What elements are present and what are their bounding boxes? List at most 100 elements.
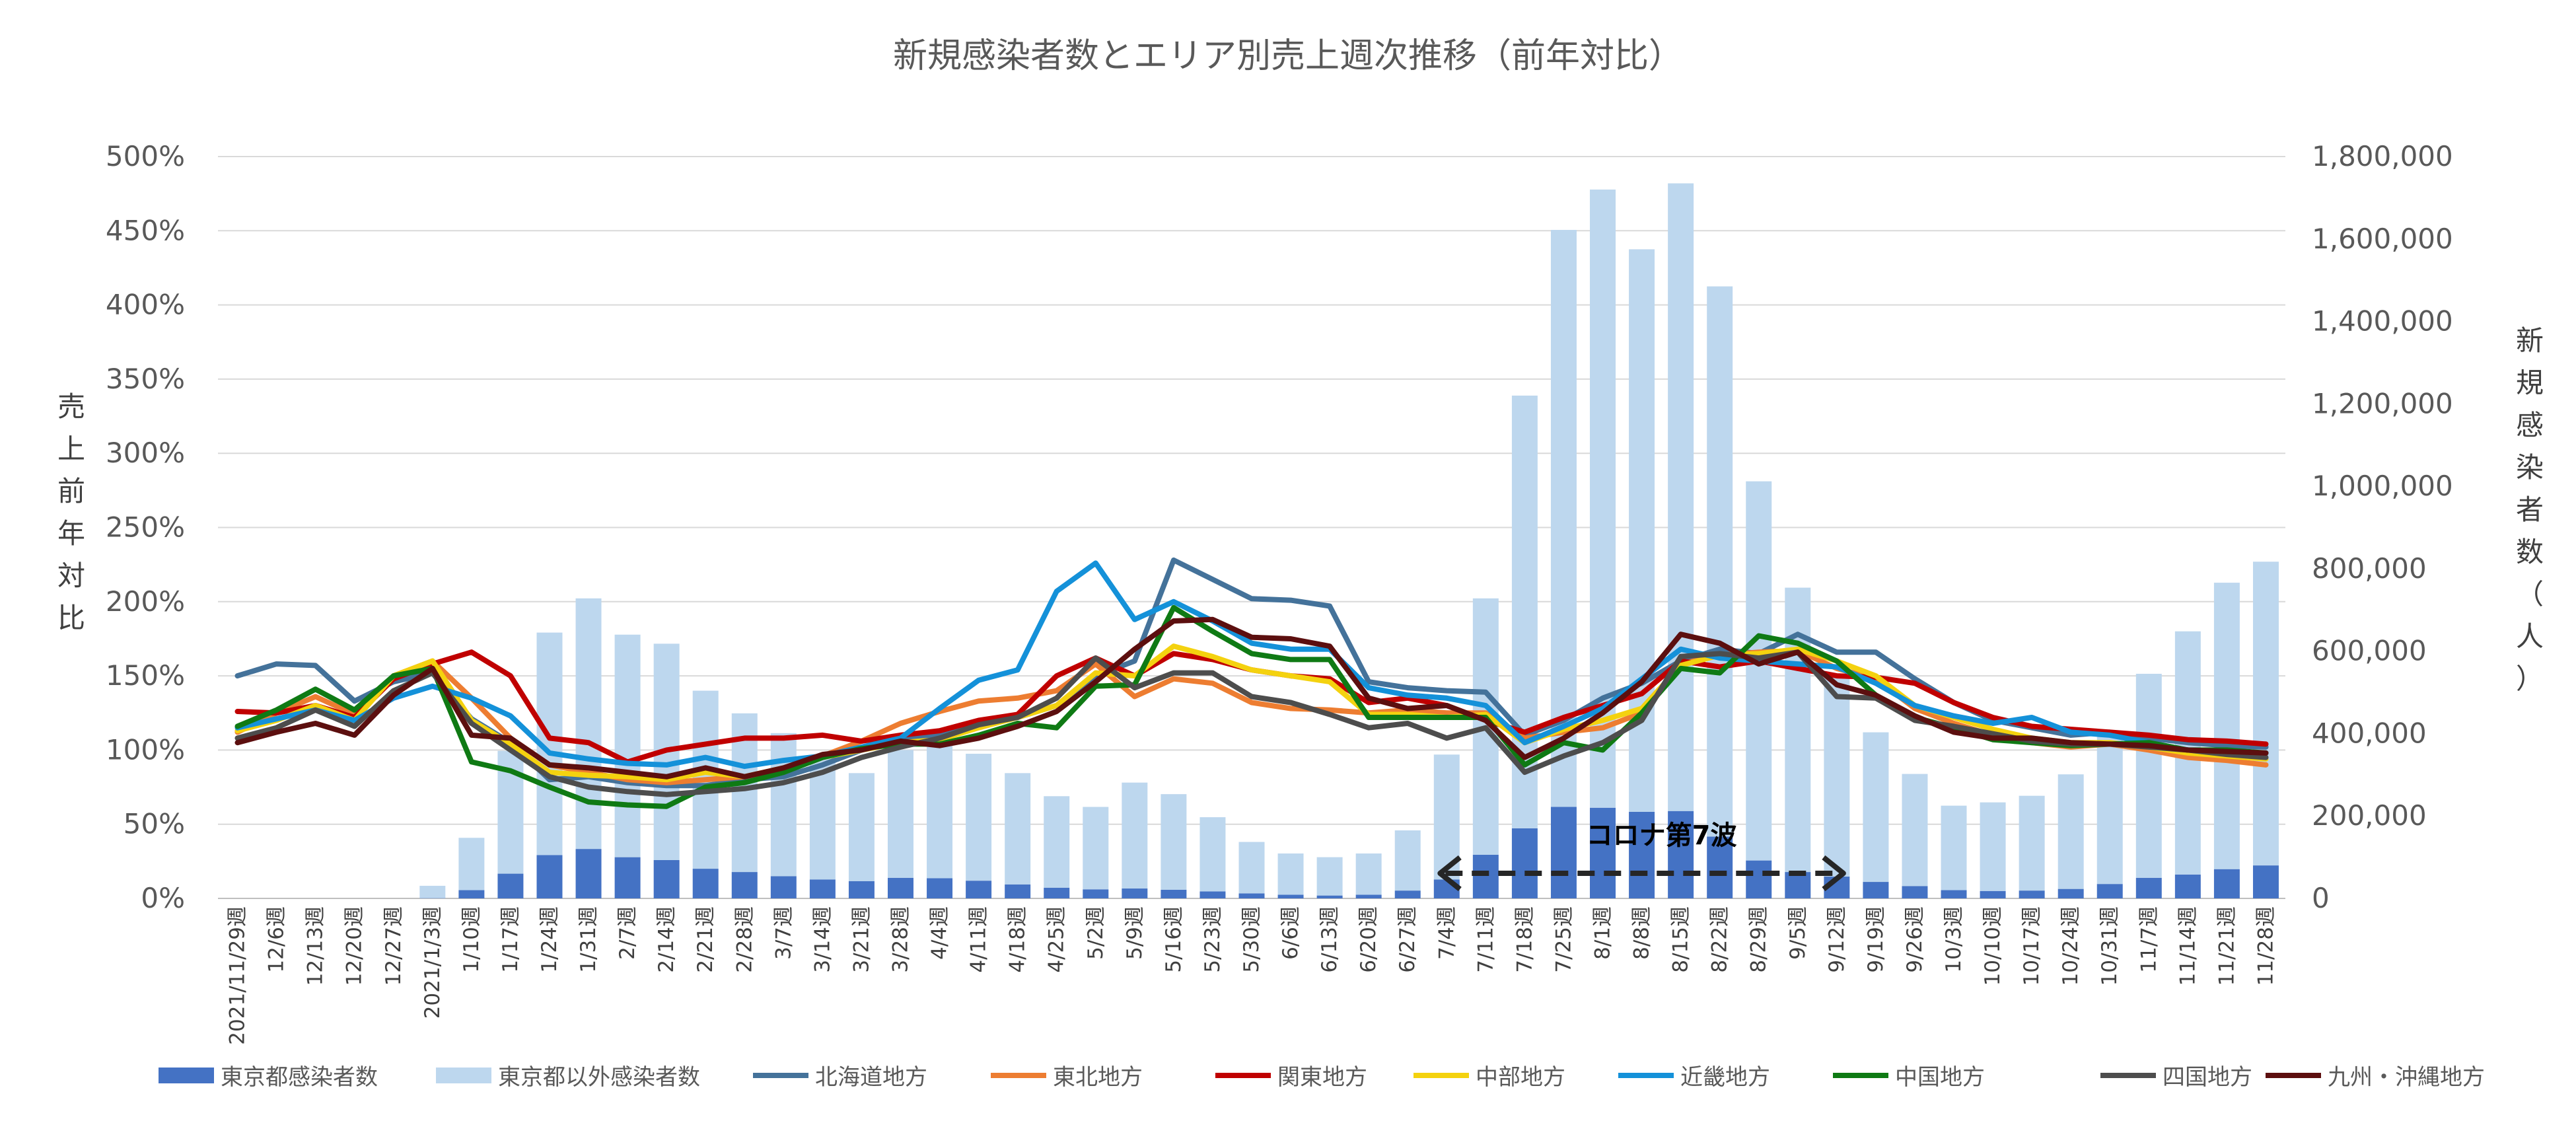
bar-tokyo xyxy=(1902,886,1928,898)
y-right-tick-label: 600,000 xyxy=(2312,635,2427,667)
x-tick-label: 8/1週 xyxy=(1591,906,1615,960)
x-tick-label: 10/10週 xyxy=(1981,906,2005,986)
chart-title: 新規感染者数とエリア別売上週次推移（前年対比） xyxy=(893,36,1683,76)
x-tick-label: 2021/1/3週 xyxy=(421,906,445,1019)
legend-swatch xyxy=(159,1068,214,1083)
x-tick-label: 5/9週 xyxy=(1123,906,1147,960)
x-tick-label: 6/6週 xyxy=(1279,906,1303,960)
x-tick-label: 10/3週 xyxy=(1942,906,1966,973)
bar-other xyxy=(1824,674,1850,877)
x-tick-label: 10/24週 xyxy=(2059,906,2083,986)
bar-tokyo xyxy=(1980,890,2006,898)
bar-other xyxy=(1122,782,1148,889)
y-left-tick-label: 50% xyxy=(124,808,185,840)
x-tick-label: 2/14週 xyxy=(655,906,678,973)
bar-tokyo xyxy=(1941,890,1967,898)
y-left-tick-label: 100% xyxy=(106,733,185,766)
line-series-1 xyxy=(234,647,2269,785)
y-right-tick-label: 400,000 xyxy=(2312,717,2427,749)
bar-tokyo xyxy=(1668,811,1694,898)
bar-tokyo xyxy=(927,878,953,898)
bar-tokyo xyxy=(1355,894,1382,898)
bar-tokyo xyxy=(653,859,680,898)
bar-other xyxy=(770,733,797,877)
bar-tokyo xyxy=(458,890,485,898)
y-right-axis-title: 新規感染者数（人） xyxy=(2516,324,2544,695)
x-tick-label: 3/21週 xyxy=(849,906,873,973)
legend-label: 東北地方 xyxy=(1053,1064,1143,1091)
x-tick-label: 12/20週 xyxy=(343,906,367,986)
bar-tokyo xyxy=(1472,854,1499,898)
x-tick-label: 8/15週 xyxy=(1669,906,1693,973)
x-tick-label: 4/25週 xyxy=(1045,906,1069,973)
x-tick-label: 2/7週 xyxy=(616,906,639,960)
bar-other xyxy=(458,838,485,890)
bar-other xyxy=(614,634,641,857)
bar-other xyxy=(1980,802,2006,891)
y-right-tick-label: 1,800,000 xyxy=(2312,140,2453,172)
bar-tokyo xyxy=(731,872,758,898)
x-tick-label: 4/18週 xyxy=(1006,906,1030,973)
bar-other xyxy=(1668,183,1694,811)
bar-tokyo xyxy=(1044,887,1070,898)
bar-tokyo xyxy=(1629,811,1655,898)
x-tick-label: 7/11週 xyxy=(1474,906,1497,973)
legend-label: 中部地方 xyxy=(1476,1064,1565,1091)
x-tick-label: 8/29週 xyxy=(1747,906,1771,973)
y-right-tick-label: 200,000 xyxy=(2312,799,2427,832)
x-tick-label: 5/23週 xyxy=(1201,906,1225,973)
bar-other xyxy=(888,750,913,878)
y-left-axis-title: 売上前年対比 xyxy=(57,390,85,634)
bar-tokyo xyxy=(2174,874,2201,898)
y-left-tick-label: 450% xyxy=(106,214,185,246)
x-tick-label: 7/25週 xyxy=(1552,906,1575,973)
bar-other xyxy=(1044,796,1070,888)
x-tick-label: 10/17週 xyxy=(2020,906,2044,986)
x-tick-label: 8/22週 xyxy=(1708,906,1732,973)
bar-other xyxy=(1238,842,1265,894)
bar-tokyo xyxy=(888,877,913,898)
bar-tokyo xyxy=(1590,807,1616,898)
bar-tokyo xyxy=(575,849,602,898)
x-tick-label: 8/8週 xyxy=(1630,906,1654,960)
bar-tokyo xyxy=(2213,869,2240,898)
bar-tokyo xyxy=(2252,865,2279,898)
bar-tokyo xyxy=(1550,807,1577,898)
bar-tokyo xyxy=(2019,890,2045,898)
bar-tokyo xyxy=(1238,893,1265,898)
y-left-tick-label: 250% xyxy=(106,511,185,544)
x-tick-label: 6/27週 xyxy=(1396,906,1419,973)
x-tick-label: 11/14週 xyxy=(2176,906,2200,986)
legend-label: 四国地方 xyxy=(2163,1064,2252,1091)
x-tick-label: 5/16週 xyxy=(1162,906,1186,973)
bar-tokyo xyxy=(1122,888,1148,898)
bar-tokyo xyxy=(1005,884,1031,898)
line-series-7 xyxy=(234,616,2269,779)
bar-tokyo xyxy=(497,873,524,898)
bar-tokyo xyxy=(1707,836,1733,898)
y-right-tick-label: 1,200,000 xyxy=(2312,387,2453,419)
x-tick-label: 4/4週 xyxy=(928,906,952,960)
x-tick-label: 9/12週 xyxy=(1825,906,1849,973)
legend-label: 北海道地方 xyxy=(815,1064,927,1091)
y-right-tick-label: 1,400,000 xyxy=(2312,305,2453,338)
x-tick-label: 6/20週 xyxy=(1357,906,1380,973)
bar-other xyxy=(1199,817,1226,892)
x-tick-label: 4/11週 xyxy=(967,906,991,973)
bar-other xyxy=(1083,807,1109,890)
bar-tokyo xyxy=(1161,889,1187,898)
annotation-arrowhead-right xyxy=(1822,855,1846,892)
bar-other xyxy=(1746,481,1772,861)
legend-label: 東京都以外感染者数 xyxy=(498,1064,700,1091)
y-left-tick-label: 0% xyxy=(141,882,185,914)
bar-tokyo xyxy=(1746,860,1772,898)
bar-other xyxy=(1550,230,1577,807)
y-left-tick-label: 500% xyxy=(106,140,185,172)
legend-label: 近畿地方 xyxy=(1680,1064,1770,1091)
x-tick-label: 9/19週 xyxy=(1864,906,1888,973)
bar-tokyo xyxy=(1863,882,1889,898)
y-right-tick-label: 1,000,000 xyxy=(2312,470,2453,502)
legend-label: 九州・沖縄地方 xyxy=(2328,1064,2485,1091)
bar-other xyxy=(1005,773,1031,885)
